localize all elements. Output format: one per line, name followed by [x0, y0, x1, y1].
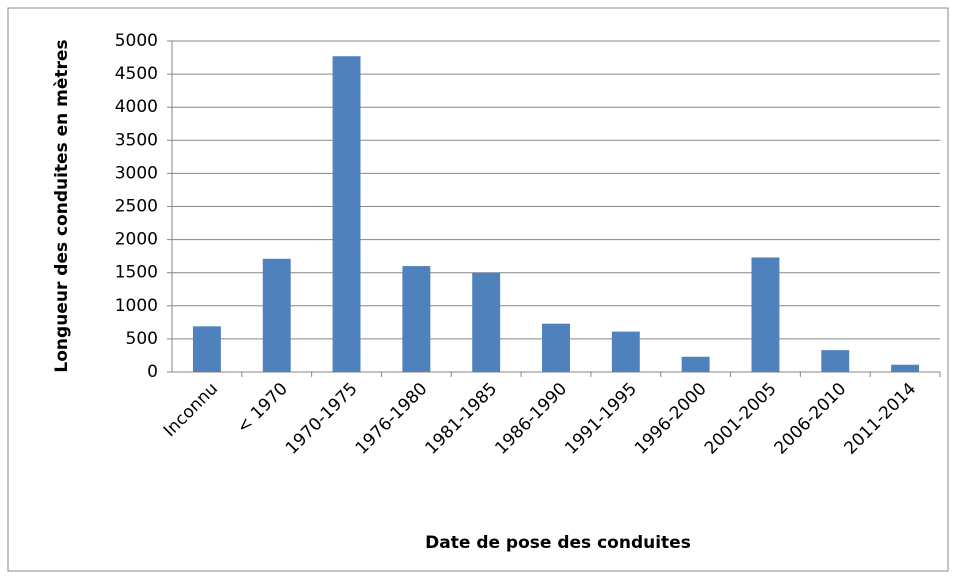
- bar: [542, 323, 570, 372]
- bar: [891, 364, 920, 372]
- bar: [332, 56, 361, 372]
- bar: [821, 350, 850, 372]
- bar: [402, 266, 431, 372]
- y-tick-label: 2000: [115, 230, 158, 250]
- y-tick-label: 3500: [115, 130, 158, 150]
- y-tick-label: 4500: [115, 64, 158, 84]
- x-axis-title: Date de pose des conduites: [425, 533, 691, 553]
- y-tick-label: 3000: [115, 163, 158, 183]
- bar: [681, 356, 710, 372]
- y-tick-label: 5000: [115, 31, 158, 51]
- bar: [192, 326, 221, 372]
- y-tick-label: 1000: [115, 296, 158, 316]
- bar: [611, 331, 640, 372]
- bar: [262, 258, 291, 372]
- bar: [751, 257, 780, 372]
- y-axis-title: Longueur des conduites en mètres: [52, 39, 72, 372]
- y-tick-label: 1500: [115, 263, 158, 283]
- bar: [472, 272, 501, 372]
- y-tick-label: 0: [147, 362, 158, 382]
- y-tick-label: 4000: [115, 97, 158, 117]
- y-tick-label: 500: [126, 329, 158, 349]
- y-tick-label: 2500: [115, 197, 158, 217]
